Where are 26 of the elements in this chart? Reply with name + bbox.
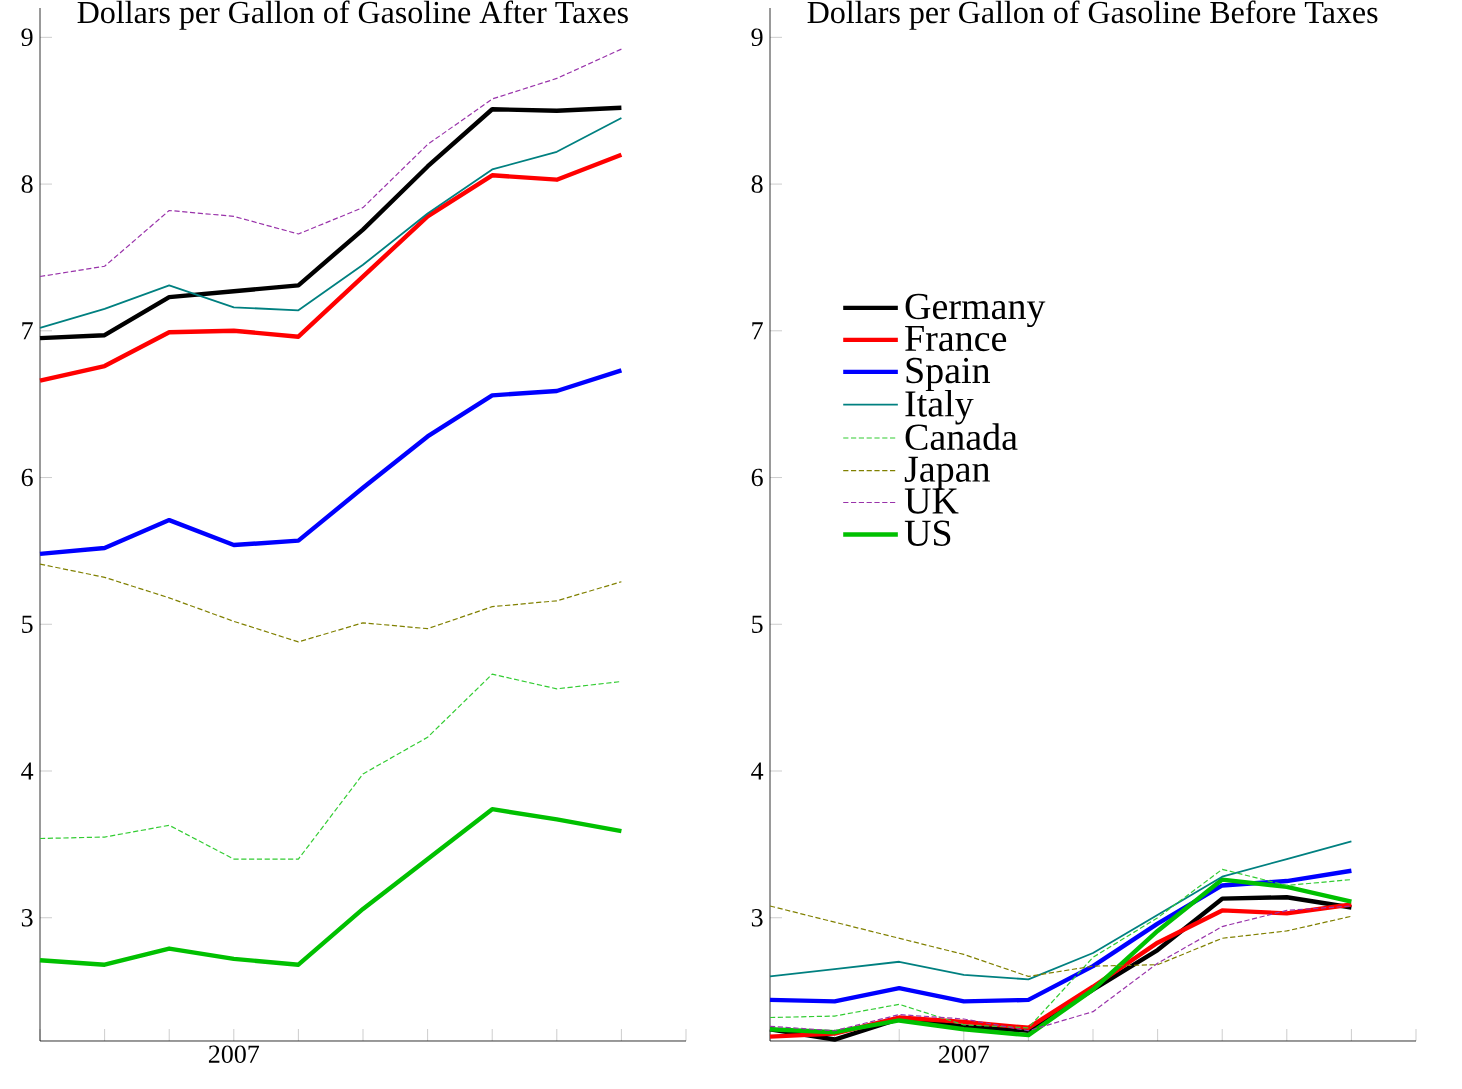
y-tick-label: 6	[21, 468, 33, 487]
y-tick-label: 7	[22, 322, 33, 340]
chart-title: Dollars per Gallon of Gasoline Before Taxes	[807, 0, 1378, 30]
y-tick-label: 4	[21, 762, 34, 780]
legend-label: Japan	[904, 456, 990, 490]
legend-label: US	[904, 520, 951, 546]
y-tick-label: 6	[751, 468, 763, 487]
y-tick-label: 9	[21, 28, 33, 47]
legend-label: UK	[904, 488, 959, 514]
y-tick-label: 8	[751, 175, 763, 193]
legend-label: Spain	[906, 357, 991, 392]
y-tick-label: 5	[22, 615, 33, 633]
x-tick-label: 2007	[938, 1045, 990, 1063]
y-tick-label: 4	[751, 762, 764, 780]
legend-label: France	[905, 325, 1007, 352]
legend-label: Italy	[905, 389, 974, 425]
y-tick-label: 7	[752, 322, 763, 340]
y-tick-label: 8	[21, 175, 33, 193]
legend-label: Germany	[905, 293, 1046, 328]
y-tick-label: 9	[751, 28, 763, 47]
chart-title: Dollars per Gallon of Gasoline After Taxes	[77, 0, 628, 30]
y-tick-label: 5	[752, 615, 763, 633]
x-tick-label: 2007	[208, 1045, 260, 1063]
y-tick-label: 3	[21, 909, 33, 927]
legend-label: Canada	[905, 423, 1018, 451]
y-tick-label: 3	[751, 909, 763, 927]
